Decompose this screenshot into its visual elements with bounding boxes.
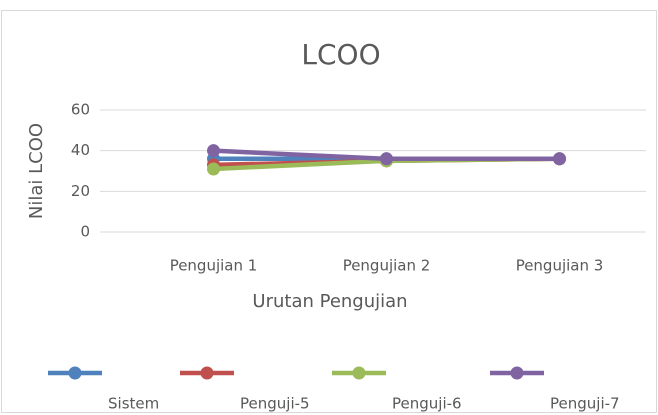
legend-label: Penguji-5 — [240, 395, 310, 413]
legend-label: Penguji-6 — [392, 395, 462, 413]
y-tick-label: 40 — [71, 141, 90, 159]
x-tick-label: Pengujian 3 — [516, 257, 604, 275]
x-tick-label: Pengujian 1 — [170, 257, 258, 275]
chart-border — [1, 10, 657, 413]
chart-title: LCOO — [301, 38, 380, 71]
legend-label: Penguji-7 — [550, 395, 620, 413]
data-point — [380, 152, 393, 166]
y-tick-label: 60 — [71, 101, 90, 119]
legend-marker — [200, 366, 214, 380]
data-point — [207, 144, 220, 158]
legend-label: Sistem — [108, 395, 159, 413]
y-tick-label: 20 — [71, 182, 90, 200]
legend-marker — [352, 366, 366, 380]
y-tick-label: 0 — [80, 223, 90, 241]
x-axis-title: Urutan Pengujian — [252, 291, 407, 312]
legend-marker — [68, 366, 82, 380]
data-point — [553, 152, 566, 166]
x-tick-label: Pengujian 2 — [343, 257, 431, 275]
y-axis-title: Nilai LCOO — [26, 123, 47, 219]
data-point — [207, 162, 220, 176]
legend-marker — [510, 366, 524, 380]
